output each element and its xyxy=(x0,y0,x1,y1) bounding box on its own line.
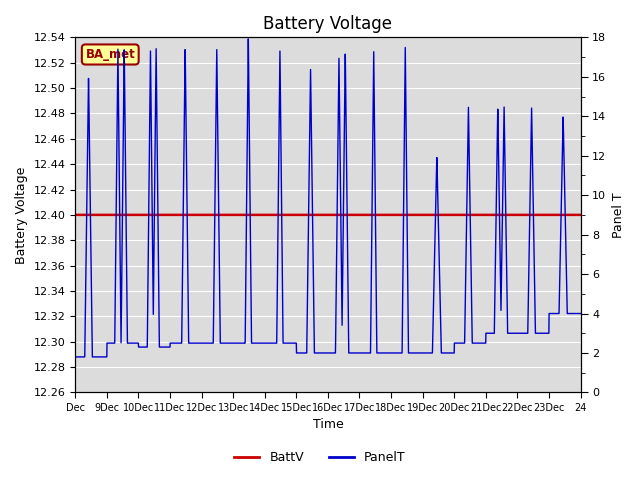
Y-axis label: Panel T: Panel T xyxy=(612,192,625,238)
Y-axis label: Battery Voltage: Battery Voltage xyxy=(15,166,28,264)
Legend: BattV, PanelT: BattV, PanelT xyxy=(229,446,411,469)
Title: Battery Voltage: Battery Voltage xyxy=(264,15,392,33)
Text: BA_met: BA_met xyxy=(85,48,135,61)
X-axis label: Time: Time xyxy=(312,419,343,432)
